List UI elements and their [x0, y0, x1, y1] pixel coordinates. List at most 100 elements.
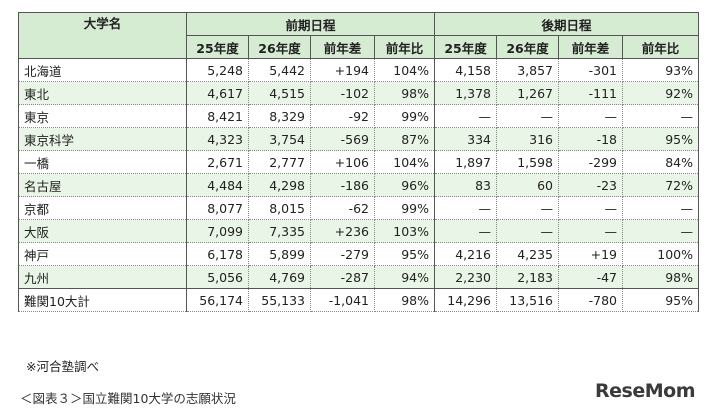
source-note: ※河合塾調べ — [26, 359, 99, 374]
cell-value: 8,329 — [248, 104, 311, 128]
cell-value: 99% — [373, 196, 436, 220]
cell-value: 6,178 — [186, 242, 249, 266]
cell-value: 13,516 — [496, 288, 560, 312]
cell-value: -569 — [310, 127, 375, 151]
table-row: 北海道 5,248 5,442 +194 104% 4,158 3,857 -301 93% — [18, 58, 700, 82]
cell-value: +106 — [310, 150, 375, 174]
university-name: 難関10大計 — [18, 288, 187, 312]
table-container: 大学名 前期日程 後期日程 25年度 26年度 前年差 前年比 25年度 26年… — [18, 12, 700, 312]
cell-value: 95% — [622, 127, 700, 151]
header-first-period: 前期日程 — [185, 12, 436, 36]
applicant-table: 大学名 前期日程 後期日程 25年度 26年度 前年差 前年比 25年度 26年… — [18, 12, 700, 312]
cell-value: 60 — [496, 173, 560, 197]
cell-value: +194 — [310, 58, 375, 82]
cell-value: 95% — [373, 242, 436, 266]
header-col: 前年比 — [373, 35, 436, 59]
cell-value: -111 — [558, 81, 624, 105]
header-col: 前年比 — [622, 35, 700, 59]
table-row: 東京 8,421 8,329 -92 99% — — — — — [18, 104, 700, 128]
resemom-logo: ReseMom — [595, 380, 695, 402]
university-name: 京都 — [18, 196, 187, 220]
cell-value: — — [434, 196, 498, 220]
cell-value: -62 — [310, 196, 375, 220]
table-row: 難関10大計 56,174 55,133 -1,041 98% 14,296 13,516-… — [18, 288, 700, 312]
cell-value: — — [434, 104, 498, 128]
cell-value: — — [622, 196, 700, 220]
cell-value: 5,442 — [248, 58, 311, 82]
cell-value: -1,041 — [310, 288, 375, 312]
cell-value: 4,484 — [186, 173, 249, 197]
table-row: 東京科学 4,323 3,754 -569 87% 334 316 -18 95% — [18, 127, 700, 151]
cell-value: 2,671 — [186, 150, 249, 174]
cell-value: — — [622, 104, 700, 128]
university-name: 一橋 — [18, 150, 187, 174]
header-col: 26年度 — [496, 35, 560, 59]
table-row: 名古屋 4,484 4,298 -186 96% 83 60 -23 72% — [18, 173, 700, 197]
cell-value: 4,158 — [434, 58, 498, 82]
cell-value: 14,296 — [434, 288, 498, 312]
cell-value: 96% — [373, 173, 436, 197]
cell-value: -47 — [558, 265, 624, 289]
figure-caption: ＜図表３＞国立難関10大学の志願状況 — [20, 391, 236, 406]
cell-value: 98% — [622, 265, 700, 289]
cell-value: — — [496, 219, 560, 243]
cell-value: 4,235 — [496, 242, 560, 266]
cell-value: 4,617 — [186, 81, 249, 105]
university-name: 東京科学 — [18, 127, 187, 151]
cell-value: 8,077 — [186, 196, 249, 220]
cell-value: 92% — [622, 81, 700, 105]
cell-value: -301 — [558, 58, 624, 82]
cell-value: 4,323 — [186, 127, 249, 151]
header-second-period: 後期日程 — [434, 12, 700, 36]
cell-value: -18 — [558, 127, 624, 151]
cell-value: 1,378 — [434, 81, 498, 105]
cell-value: -23 — [558, 173, 624, 197]
cell-value: 99% — [373, 104, 436, 128]
table-row: 九州 5,056 4,769 -287 94% 2,230 2,183 -47 98% — [18, 265, 700, 289]
cell-value: — — [558, 196, 624, 220]
cell-value: 334 — [434, 127, 498, 151]
cell-value: -279 — [310, 242, 375, 266]
cell-value: 93% — [622, 58, 700, 82]
cell-value: 4,515 — [248, 81, 311, 105]
cell-value: 5,248 — [186, 58, 249, 82]
university-name: 神戸 — [18, 242, 187, 266]
cell-value: 3,754 — [248, 127, 311, 151]
cell-value: 84% — [622, 150, 700, 174]
cell-value: 2,230 — [434, 265, 498, 289]
cell-value: -299 — [558, 150, 624, 174]
table-body: 北海道 5,248 5,442 +194 104% 4,158 3,857 -301 93% 東北… — [18, 58, 700, 312]
table-row: 京都 8,077 8,015 -62 99% — — — — — [18, 196, 700, 220]
header-col: 前年差 — [558, 35, 624, 59]
cell-value: — — [558, 219, 624, 243]
cell-value: 104% — [373, 58, 436, 82]
cell-value: -287 — [310, 265, 375, 289]
cell-value: — — [622, 219, 700, 243]
cell-value: 83 — [434, 173, 498, 197]
cell-value: 94% — [373, 265, 436, 289]
cell-value: 1,897 — [434, 150, 498, 174]
cell-value: — — [434, 219, 498, 243]
cell-value: 8,421 — [186, 104, 249, 128]
cell-value: 5,056 — [186, 265, 249, 289]
cell-value: 2,777 — [248, 150, 311, 174]
cell-value: 3,857 — [496, 58, 560, 82]
cell-value: 104% — [373, 150, 436, 174]
cell-value: +19 — [558, 242, 624, 266]
university-name: 大阪 — [18, 219, 187, 243]
cell-value: — — [558, 104, 624, 128]
cell-value: 4,769 — [248, 265, 311, 289]
header-university: 大学名 — [18, 12, 187, 59]
university-name: 東京 — [18, 104, 187, 128]
table-row: 大阪 7,099 7,335 +236 103% — — — — — [18, 219, 700, 243]
cell-value: 8,015 — [248, 196, 311, 220]
table-row: 東北 4,617 4,515 -102 98% 1,378 1,267 -111 92% — [18, 81, 700, 105]
cell-value: 7,099 — [186, 219, 249, 243]
header-col: 25年度 — [434, 35, 498, 59]
cell-value: 98% — [373, 81, 436, 105]
cell-value: 103% — [373, 219, 436, 243]
cell-value: 316 — [496, 127, 560, 151]
table-row: 一橋 2,671 2,777 +106 104% 1,897 1,598 -299 84% — [18, 150, 700, 174]
header-col: 25年度 — [186, 35, 249, 59]
cell-value: 1,267 — [496, 81, 560, 105]
